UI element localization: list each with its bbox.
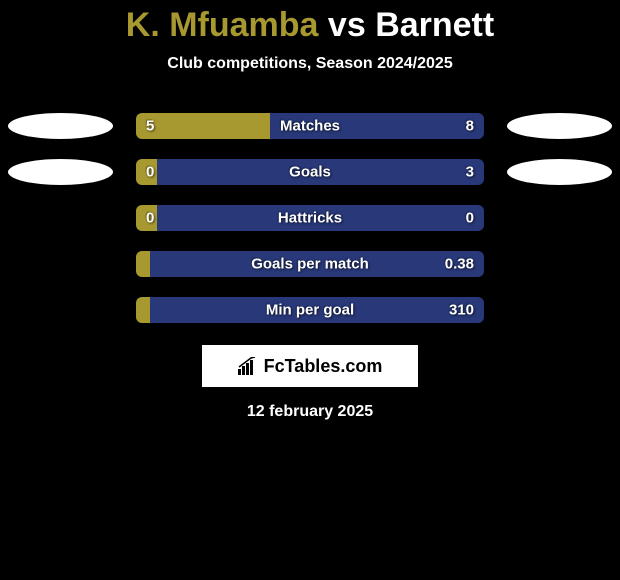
stat-row: Goals per match 0.38 bbox=[0, 241, 620, 287]
player2-badge bbox=[507, 159, 612, 185]
brand-label: FcTables.com bbox=[264, 356, 383, 377]
footer-date: 12 february 2025 bbox=[0, 403, 620, 421]
stat-name: Hattricks bbox=[278, 210, 342, 227]
stat-bar-left bbox=[136, 297, 150, 323]
chart-icon bbox=[238, 357, 260, 375]
stat-row: Min per goal 310 bbox=[0, 287, 620, 333]
stat-row: 0 Goals 3 bbox=[0, 149, 620, 195]
stat-name: Goals per match bbox=[251, 256, 369, 273]
player2-name: Barnett bbox=[375, 6, 494, 44]
stat-right-value: 310 bbox=[449, 302, 474, 319]
stat-name: Matches bbox=[280, 118, 340, 135]
stat-right-value: 8 bbox=[466, 118, 474, 135]
player2-badge bbox=[507, 113, 612, 139]
player1-badge bbox=[8, 113, 113, 139]
player1-badge bbox=[8, 159, 113, 185]
subtitle: Club competitions, Season 2024/2025 bbox=[0, 55, 620, 73]
brand-badge: FcTables.com bbox=[202, 345, 418, 387]
player1-name: K. Mfuamba bbox=[126, 6, 319, 44]
stat-right-value: 0 bbox=[466, 210, 474, 227]
page-title: K. Mfuamba vs Barnett bbox=[0, 0, 620, 45]
stat-row: 5 Matches 8 bbox=[0, 103, 620, 149]
stat-row: 0 Hattricks 0 bbox=[0, 195, 620, 241]
stat-right-value: 0.38 bbox=[445, 256, 474, 273]
stat-left-value: 0 bbox=[146, 210, 154, 227]
stat-bar-left bbox=[136, 251, 150, 277]
stat-left-value: 5 bbox=[146, 118, 154, 135]
stat-bar-left bbox=[136, 113, 270, 139]
stat-name: Goals bbox=[289, 164, 331, 181]
stat-left-value: 0 bbox=[146, 164, 154, 181]
vs-separator: vs bbox=[318, 6, 375, 44]
stat-name: Min per goal bbox=[266, 302, 354, 319]
stat-right-value: 3 bbox=[466, 164, 474, 181]
stats-container: 5 Matches 8 0 Goals 3 0 Hattricks 0 Goals per mat… bbox=[0, 103, 620, 333]
